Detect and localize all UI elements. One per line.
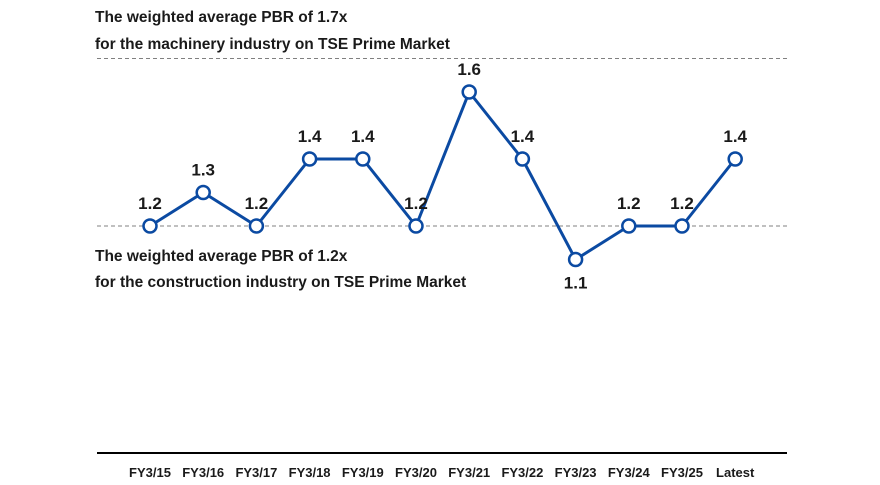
series-line: [149, 90, 737, 261]
data-point-latest: [727, 151, 743, 167]
x-tick-label: FY3/23: [555, 465, 597, 480]
x-tick-label: FY3/16: [182, 465, 224, 480]
data-point-fy3-18: [301, 151, 318, 167]
data-point-fy3-24: [621, 218, 637, 234]
data-label-fy3-24: 1.2: [617, 194, 641, 213]
x-tick-label: FY3/19: [342, 465, 384, 480]
data-label-fy3-15: 1.2: [138, 194, 162, 213]
x-tick-label: FY3/20: [395, 465, 437, 480]
data-point-fy3-25: [674, 218, 690, 234]
data-point-fy3-19: [355, 151, 371, 167]
x-tick-label: FY3/25: [661, 465, 703, 480]
data-label-fy3-25: 1.2: [670, 194, 694, 213]
construction-reference-label-line-1: The weighted average PBR of 1.2x: [95, 248, 348, 265]
data-label-fy3-16: 1.3: [191, 161, 215, 180]
series-layer: 1.2 1.3 1.2 1.4 1.4 1.2 1.6 1.4 1.1 1.2 1.2 1.4: [138, 60, 747, 293]
data-label-fy3-18: 1.4: [298, 127, 322, 146]
x-tick-label: Latest: [716, 465, 755, 480]
data-point-fy3-15: [142, 218, 158, 234]
x-tick-label: FY3/18: [289, 465, 331, 480]
data-point-fy3-20: [408, 218, 424, 234]
data-label-fy3-23: 1.1: [564, 274, 588, 293]
data-label-fy3-22: 1.4: [511, 127, 535, 146]
x-tick-label: FY3/21: [448, 465, 490, 480]
data-label-fy3-20: 1.2: [404, 194, 428, 213]
data-point-fy3-16: [195, 184, 211, 201]
x-tick-label: FY3/17: [235, 465, 277, 480]
data-point-fy3-23: [567, 251, 584, 268]
data-label-fy3-17: 1.2: [245, 194, 269, 213]
x-tick-label: FY3/15: [129, 465, 171, 480]
x-tick-labels: FY3/15 FY3/16 FY3/17 FY3/18 FY3/19 FY3/20 FY3/…: [129, 465, 755, 480]
machinery-reference-label-line-1: The weighted average PBR of 1.7x: [95, 9, 348, 26]
x-tick-label: FY3/22: [501, 465, 543, 480]
data-point-fy3-21: [461, 84, 477, 100]
machinery-reference-label-line-2: for the machinery industry on TSE Prime …: [95, 36, 450, 53]
data-label-fy3-21: 1.6: [457, 60, 481, 79]
construction-reference-label-line-2: for the construction industry on TSE Pri…: [95, 274, 466, 291]
data-point-fy3-17: [248, 218, 265, 234]
data-point-fy3-22: [514, 151, 531, 167]
data-label-latest: 1.4: [723, 127, 747, 146]
x-tick-label: FY3/24: [608, 465, 651, 480]
data-label-fy3-19: 1.4: [351, 127, 375, 146]
